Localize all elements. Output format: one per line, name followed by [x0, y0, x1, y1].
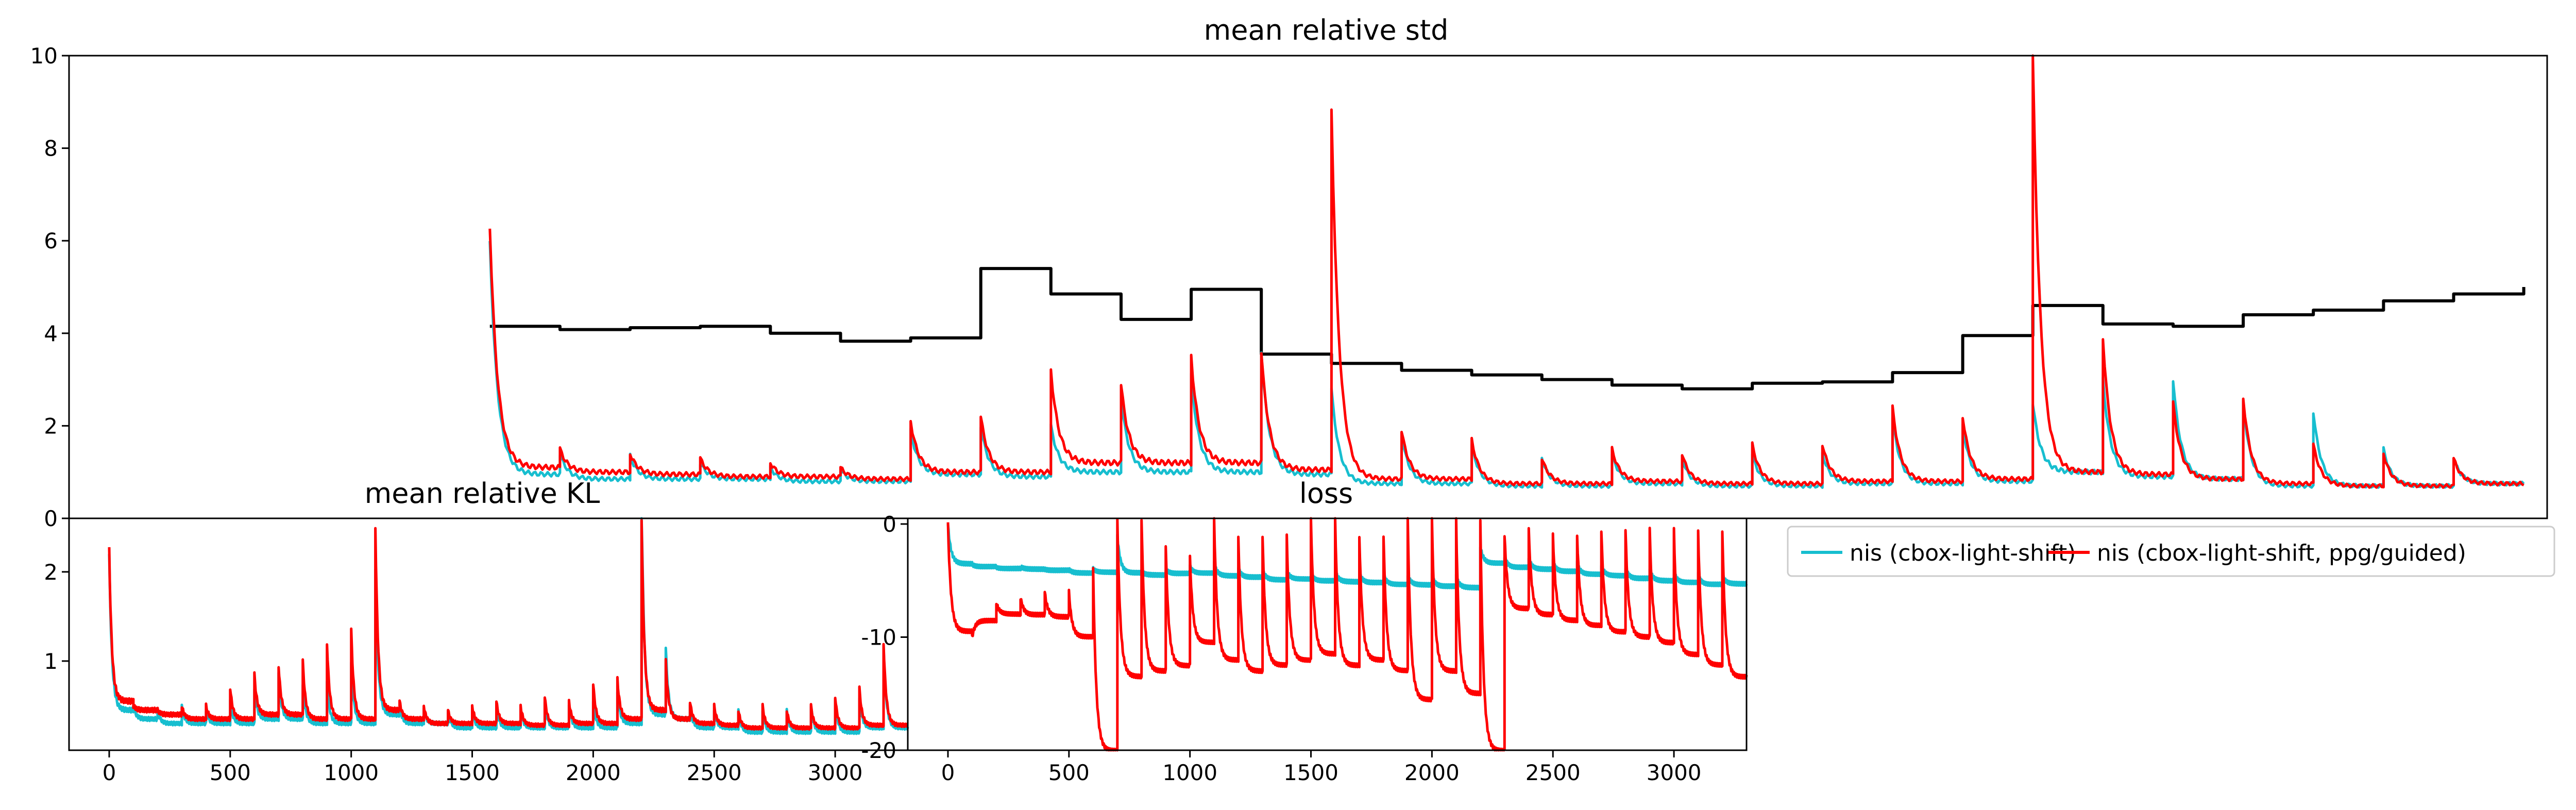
legend-box	[1787, 526, 2555, 577]
std-ytick-label-2: 4	[44, 321, 58, 346]
loss-xtick-label-6: 3000	[1647, 760, 1702, 785]
kl-title: mean relative KL	[365, 477, 600, 510]
std-ytick-label-3: 6	[44, 228, 58, 254]
kl-x-ticks: 0 500 1000 1500 2000 2500 3000	[103, 750, 863, 785]
kl-xtick-label-5: 2500	[687, 760, 742, 785]
kl-series-line-0	[108, 517, 909, 735]
loss-xtick-label-2: 1000	[1162, 760, 1217, 785]
std-ytick-label-5: 10	[30, 43, 58, 69]
loss-xtick-label-1: 500	[1048, 760, 1090, 785]
loss-xtick-label-5: 2500	[1526, 760, 1581, 785]
legend-label-ppg: nis (cbox-light-shift, ppg/guided)	[2097, 540, 2466, 566]
std-series-line-0	[489, 267, 2526, 391]
kl-series-line-1	[108, 519, 909, 731]
std-title: mean relative std	[1204, 14, 1449, 46]
loss-xtick-label-4: 2000	[1404, 760, 1460, 785]
loss-series-line-0	[946, 524, 1748, 591]
std-ytick-label-4: 8	[44, 136, 58, 161]
std-panel: mean relative std 0 2 4 6 8 10	[30, 14, 2548, 531]
kl-y-ticks: 12	[44, 560, 69, 674]
loss-axes-frame	[907, 517, 1748, 751]
kl-ytick-label-1: 2	[44, 560, 58, 585]
kl-xtick-label-4: 2000	[566, 760, 621, 785]
loss-xtick-label-0: 0	[941, 760, 955, 785]
loss-xtick-label-3: 1500	[1283, 760, 1338, 785]
kl-ytick-label-0: 1	[44, 649, 58, 674]
loss-title: loss	[1299, 477, 1353, 510]
loss-ytick-label-2: -20	[861, 738, 896, 763]
loss-ytick-label-0: 0	[883, 512, 896, 537]
loss-ytick-label-1: -10	[861, 625, 896, 650]
loss-panel: loss 0 -10 -20 0 500 1000 1500 2000 2500 3000	[861, 477, 1748, 785]
std-plot-area	[488, 54, 2526, 489]
loss-plot-area	[946, 517, 1748, 752]
kl-xtick-label-1: 500	[210, 760, 251, 785]
loss-series-line-1	[946, 517, 1748, 752]
std-series-line-2	[488, 54, 2524, 489]
legend: nis (cbox-light-shift) nis (cbox-light-s…	[1787, 526, 2555, 577]
std-ytick-label-1: 2	[44, 413, 58, 438]
loss-y-ticks: 0 -10 -20	[861, 512, 908, 763]
kl-plot-area	[108, 517, 909, 735]
kl-xtick-label-2: 1000	[324, 760, 379, 785]
kl-xtick-label-6: 3000	[808, 760, 863, 785]
legend-label-nis: nis (cbox-light-shift)	[1850, 540, 2076, 566]
std-ytick-label-0: 0	[44, 506, 58, 531]
kl-xtick-label-3: 1500	[445, 760, 500, 785]
kl-panel: mean relative KL 12 0 500 1000 1500 2000 2500…	[44, 477, 909, 785]
kl-xtick-label-0: 0	[103, 760, 116, 785]
loss-x-ticks: 0 500 1000 1500 2000 2500 3000	[941, 750, 1702, 785]
std-y-ticks: 0 2 4 6 8 10	[30, 43, 69, 531]
